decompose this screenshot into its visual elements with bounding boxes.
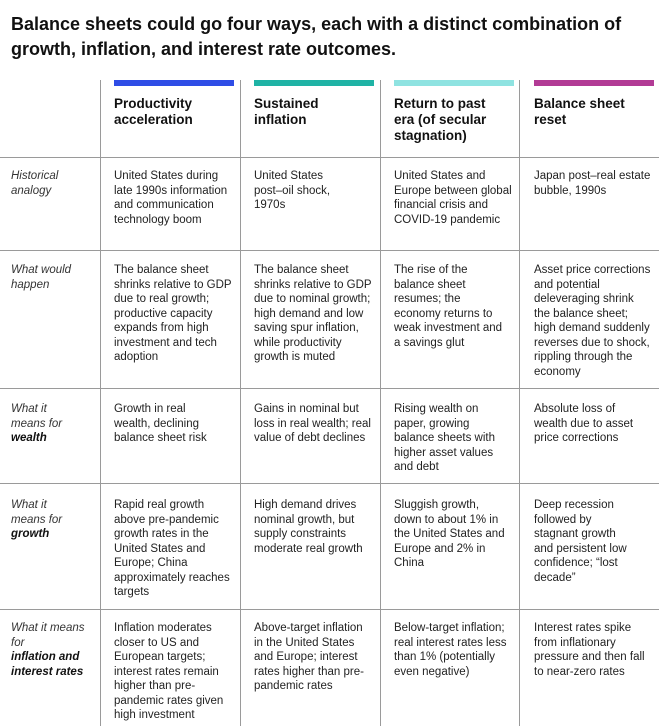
table-cell: United States and Europe between global …	[394, 170, 512, 226]
table-cell: Rapid real growth above pre-pandemic gro…	[114, 499, 230, 598]
column-color-bar-inflation	[254, 80, 374, 86]
row-divider	[0, 609, 659, 610]
table-cell: Sluggish growth, down to about 1% in the…	[394, 499, 505, 569]
row-label-emphasis: inflation and interest rates	[11, 651, 84, 678]
column-header: Sustained inflation	[254, 96, 319, 127]
table-cell: Inflation moderates closer to US and Eur…	[114, 622, 224, 721]
table-cell: Gains in nominal but loss in real wealth…	[254, 403, 371, 444]
table-cell: Deep recession followed by stagnant grow…	[534, 499, 627, 584]
row-label-text: What it means for	[11, 622, 85, 649]
column-color-bar-past-era	[394, 80, 514, 86]
column-divider	[380, 80, 381, 726]
table-cell: United States during late 1990s informat…	[114, 170, 228, 226]
table-cell: United States post–oil shock, 1970s	[254, 170, 331, 211]
row-label-text: Historical analogy	[11, 170, 59, 197]
row-divider	[0, 157, 659, 158]
column-color-bar-reset	[534, 80, 654, 86]
column-header: Return to past era (of secular stagnatio…	[394, 96, 487, 143]
table-cell: Absolute loss of wealth due to asset pri…	[534, 403, 634, 444]
column-header: Productivity acceleration	[114, 96, 193, 127]
column-header: Balance sheet reset	[534, 96, 625, 127]
row-label-inflation-interest: What it means for inflation and interest…	[11, 621, 96, 679]
table-cell: The rise of the balance sheet resumes; t…	[394, 264, 503, 349]
row-label-text: What it means for	[11, 499, 63, 526]
column-color-bar-productivity	[114, 80, 234, 86]
row-label-emphasis: growth	[11, 528, 50, 540]
row-label-growth: What it means for growth	[11, 498, 81, 542]
row-label-emphasis: wealth	[11, 432, 47, 444]
table-cell: Below-target inflation; real interest ra…	[394, 622, 507, 678]
row-label-wealth: What it means for wealth	[11, 402, 81, 446]
page-title: Balance sheets could go four ways, each …	[11, 14, 622, 59]
table-cell: Above-target inflation in the United Sta…	[254, 622, 364, 692]
table-cell: Asset price corrections and potential de…	[534, 264, 651, 378]
row-divider	[0, 388, 659, 389]
table-cell: Japan post–real estate bubble, 1990s	[534, 170, 651, 197]
table-cell: Growth in real wealth, declining balance…	[114, 403, 207, 444]
row-label-text: What would happen	[11, 264, 72, 291]
column-divider	[519, 80, 520, 726]
row-divider	[0, 483, 659, 484]
table-cell: The balance sheet shrinks relative to GD…	[114, 264, 232, 363]
table-cell: The balance sheet shrinks relative to GD…	[254, 264, 372, 363]
column-divider	[100, 80, 101, 726]
row-label-what-would-happen: What would happen	[11, 263, 89, 292]
column-divider	[240, 80, 241, 726]
row-divider	[0, 250, 659, 251]
table-cell: Rising wealth on paper, growing balance …	[394, 403, 496, 473]
table-cell: High demand drives nominal growth, but s…	[254, 499, 363, 555]
table-cell: Interest rates spike from inflationary p…	[534, 622, 645, 678]
row-label-text: What it means for	[11, 403, 63, 430]
row-label-historical-analogy: Historical analogy	[11, 169, 81, 198]
